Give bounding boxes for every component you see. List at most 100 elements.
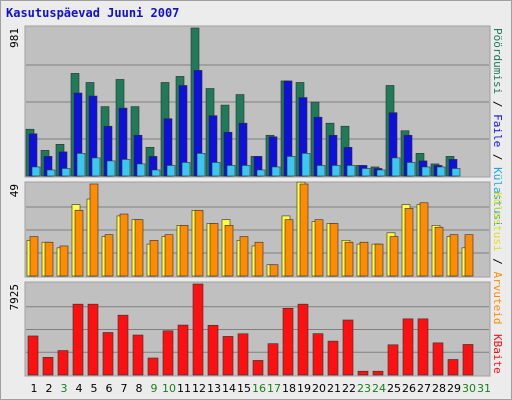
- x-label-day-5: 5: [91, 382, 98, 395]
- x-label-day-7: 7: [121, 382, 128, 395]
- bar-arvuteid-day-10: [164, 234, 174, 277]
- bar-arvuteid-day-25: [389, 236, 399, 277]
- x-label-day-25: 25: [387, 382, 401, 395]
- bar-arvuteid-day-12: [194, 209, 204, 277]
- bar-kulastusi-day-11: [181, 162, 191, 177]
- bar-arvuteid-day-9: [149, 240, 159, 277]
- bar-kulastusi-day-9: [151, 169, 161, 177]
- bar-kulastusi-day-5: [91, 157, 101, 177]
- bar-kulastusi-day-29: [451, 168, 461, 177]
- x-label-day-1: 1: [31, 382, 38, 395]
- bar-kbaite-day-20: [312, 333, 324, 376]
- bar-arvuteid-day-23: [359, 241, 369, 277]
- bar-kulastusi-day-4: [76, 153, 86, 177]
- bar-kbaite-day-25: [387, 344, 399, 376]
- bar-arvuteid-day-24: [374, 243, 384, 277]
- x-label-day-28: 28: [432, 382, 446, 395]
- legend-sep1: /: [491, 94, 504, 114]
- legend-kulastusi-top: Külastusi: [491, 167, 504, 227]
- bar-kulastusi-day-17: [271, 166, 281, 177]
- bar-kbaite-day-3: [57, 350, 69, 376]
- bar-arvuteid-day-4: [74, 209, 84, 277]
- bar-kulastusi-day-8: [136, 163, 146, 177]
- bar-arvuteid-day-21: [329, 223, 339, 277]
- bar-kbaite-day-27: [417, 318, 429, 376]
- x-label-day-6: 6: [106, 382, 113, 395]
- bar-kulastusi-day-23: [361, 168, 371, 177]
- bar-kulastusi-day-1: [31, 166, 41, 177]
- top-max-label: 981: [8, 28, 21, 48]
- bar-kbaite-day-24: [372, 370, 384, 376]
- bar-kbaite-day-1: [27, 335, 39, 376]
- bar-kbaite-day-12: [192, 283, 204, 376]
- bar-arvuteid-day-16: [254, 241, 264, 277]
- bar-arvuteid-day-22: [344, 241, 354, 277]
- x-label-day-17: 17: [267, 382, 281, 395]
- bar-kulastusi-day-25: [391, 157, 401, 177]
- top-legend: Pöördumisi / Faile / Külastusi: [491, 28, 504, 227]
- bar-kulastusi-day-2: [46, 169, 56, 177]
- bar-kbaite-day-21: [327, 340, 339, 376]
- x-label-day-29: 29: [447, 382, 461, 395]
- bar-kbaite-day-22: [342, 319, 354, 376]
- bar-arvuteid-day-26: [404, 208, 414, 277]
- bar-kbaite-day-10: [162, 330, 174, 376]
- x-label-day-12: 12: [192, 382, 206, 395]
- bar-kulastusi-day-22: [346, 165, 356, 177]
- bar-arvuteid-day-15: [239, 236, 249, 277]
- x-label-day-24: 24: [372, 382, 386, 395]
- bar-kbaite-day-23: [357, 370, 369, 376]
- legend-kbaite: KBaite: [491, 334, 504, 374]
- bar-kbaite-day-8: [132, 334, 144, 376]
- bar-kbaite-day-11: [177, 324, 189, 376]
- x-label-day-16: 16: [252, 382, 266, 395]
- x-label-day-14: 14: [222, 382, 236, 395]
- bottom-max-label: 7925: [8, 284, 21, 311]
- bar-kulastusi-day-19: [301, 153, 311, 177]
- bar-kbaite-day-7: [117, 314, 129, 376]
- bar-arvuteid-day-18: [284, 219, 294, 277]
- bar-kbaite-day-9: [147, 357, 159, 376]
- bar-kulastusi-day-3: [61, 168, 71, 177]
- bar-kbaite-day-16: [252, 360, 264, 376]
- x-label-day-31: 31: [477, 382, 491, 395]
- bar-arvuteid-day-19: [299, 183, 309, 277]
- legend-sep3: /: [491, 252, 504, 272]
- x-label-day-21: 21: [327, 382, 341, 395]
- bar-arvuteid-day-14: [224, 225, 234, 277]
- bar-kulastusi-day-6: [106, 160, 116, 177]
- x-axis-labels: 1 2 3 4 5 6 7 8 9 10 11 12 13 14 15 16 17 18 19 20 21 22 23 24 2…: [31, 382, 492, 395]
- x-label-day-13: 13: [207, 382, 221, 395]
- bar-kbaite-day-26: [402, 318, 414, 376]
- bar-arvuteid-day-27: [419, 202, 429, 277]
- bar-arvuteid-day-7: [119, 213, 129, 277]
- legend-kulastusi-mid: Külastusi: [491, 192, 504, 252]
- bar-kulastusi-day-16: [256, 169, 266, 177]
- bar-arvuteid-day-6: [104, 234, 114, 277]
- middle-legend: Külastusi / Arvuteid: [491, 192, 504, 324]
- bar-kulastusi-day-24: [376, 169, 386, 177]
- bar-kulastusi-day-7: [121, 159, 131, 177]
- bar-arvuteid-day-11: [179, 225, 189, 277]
- bar-kbaite-day-29: [447, 359, 459, 376]
- bar-arvuteid-day-28: [434, 226, 444, 277]
- bar-kulastusi-day-26: [406, 162, 416, 177]
- bar-arvuteid-day-5: [89, 183, 99, 277]
- bar-arvuteid-day-8: [134, 219, 144, 277]
- x-label-day-22: 22: [342, 382, 356, 395]
- x-label-day-30: 30: [462, 382, 476, 395]
- x-label-day-23: 23: [357, 382, 371, 395]
- bar-kulastusi-day-28: [436, 166, 446, 177]
- x-label-day-15: 15: [237, 382, 251, 395]
- bar-arvuteid-day-17: [269, 264, 279, 277]
- bar-kulastusi-day-13: [211, 162, 221, 177]
- bar-kbaite-day-18: [282, 307, 294, 376]
- bar-kbaite-day-4: [72, 303, 84, 376]
- x-label-day-27: 27: [417, 382, 431, 395]
- bar-kbaite-day-14: [222, 336, 234, 376]
- x-label-day-8: 8: [136, 382, 143, 395]
- bar-kbaite-day-13: [207, 324, 219, 376]
- bar-kulastusi-day-12: [196, 153, 206, 177]
- x-label-day-9: 9: [151, 382, 158, 395]
